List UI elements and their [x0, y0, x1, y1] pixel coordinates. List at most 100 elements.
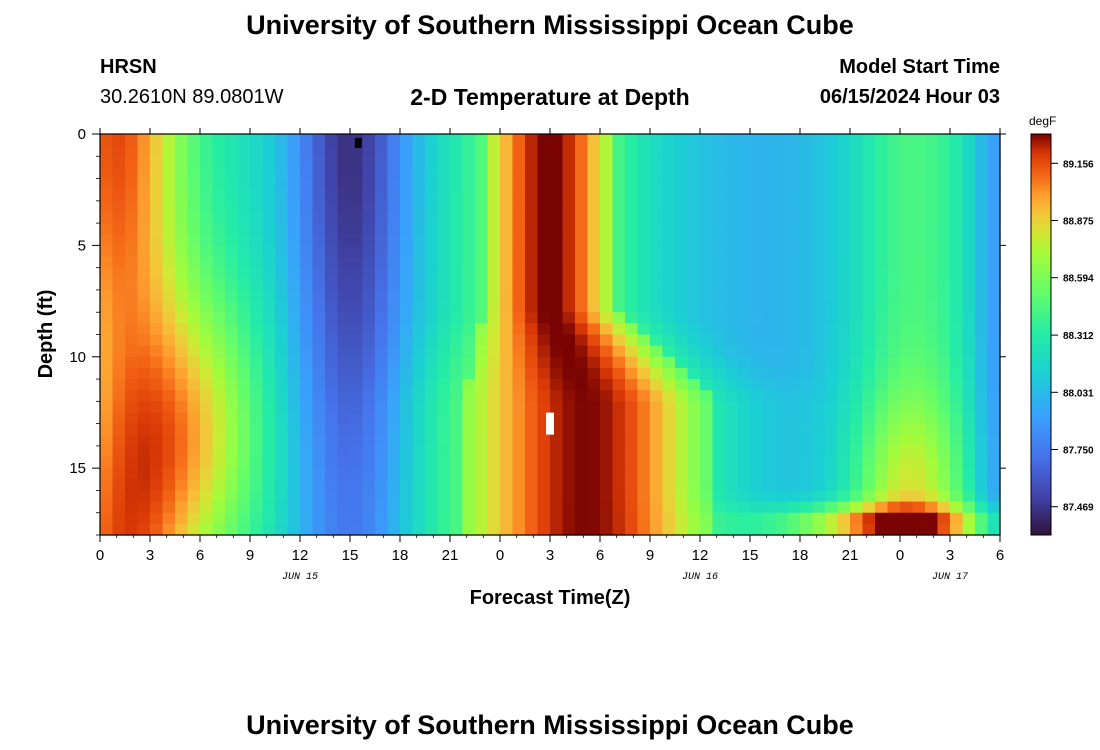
heatmap-cell [287, 390, 301, 402]
heatmap-cell [875, 501, 889, 514]
heatmap-cell [700, 412, 714, 425]
heatmap-cell [825, 200, 839, 213]
heatmap-cell [637, 468, 651, 480]
heatmap-cell [625, 267, 639, 280]
heatmap-cell [100, 345, 114, 358]
heatmap-cell [625, 367, 639, 380]
heatmap-cell [912, 289, 926, 302]
heatmap-cell [425, 501, 439, 514]
heatmap-cell [237, 278, 251, 291]
heatmap-cell [150, 423, 164, 436]
heatmap-cell [112, 390, 126, 402]
heatmap-cell [162, 490, 176, 503]
heatmap-cell [787, 523, 801, 536]
heatmap-cell [787, 490, 801, 503]
heatmap-cell [425, 390, 439, 402]
heatmap-cell [262, 312, 276, 324]
heatmap-cell [562, 345, 576, 358]
heatmap-cell [612, 278, 626, 291]
heatmap-cell [212, 245, 226, 258]
heatmap-cell [850, 134, 864, 146]
heatmap-cell [175, 490, 189, 503]
heatmap-cell [450, 468, 464, 480]
heatmap-cell [950, 334, 964, 347]
heatmap-cell [812, 289, 826, 302]
heatmap-cell [787, 512, 801, 525]
heatmap-cell [137, 323, 151, 336]
heatmap-cell [712, 234, 726, 246]
heatmap-cell [125, 379, 139, 391]
heatmap-cell [312, 490, 326, 503]
heatmap-cell [475, 312, 489, 324]
heatmap-cell [612, 134, 626, 146]
heatmap-cell [150, 256, 164, 269]
heatmap-cell [650, 457, 664, 469]
heatmap-cell [800, 523, 814, 536]
heatmap-cell [375, 457, 389, 469]
heatmap-cell [812, 134, 826, 146]
heatmap-cell [850, 256, 864, 269]
heatmap-cell [775, 379, 789, 391]
heatmap-cell [950, 223, 964, 235]
heatmap-cell [900, 423, 914, 436]
heatmap-cell [900, 490, 914, 503]
heatmap-cell [912, 390, 926, 402]
heatmap-cell [275, 256, 289, 269]
heatmap-cell [587, 367, 601, 380]
heatmap-cell [212, 345, 226, 358]
heatmap-cell [412, 156, 426, 169]
heatmap-cell [475, 423, 489, 436]
heatmap-cell [150, 412, 164, 425]
heatmap-cell [137, 423, 151, 436]
heatmap-cell [912, 189, 926, 202]
heatmap-cell [487, 267, 501, 280]
heatmap-cell [687, 468, 701, 480]
heatmap-cell [350, 523, 364, 536]
heatmap-cell [987, 367, 1001, 380]
heatmap-cell [862, 145, 876, 157]
heatmap-cell [375, 367, 389, 380]
heatmap-cell [525, 434, 539, 447]
heatmap-cell [137, 457, 151, 469]
heatmap-cell [537, 345, 551, 358]
heatmap-cell [425, 356, 439, 369]
heatmap-cell [637, 289, 651, 302]
heatmap-cell [775, 156, 789, 169]
heatmap-cell [675, 457, 689, 469]
heatmap-cell [812, 189, 826, 202]
heatmap-cell [550, 434, 564, 447]
heatmap-cell [712, 468, 726, 480]
heatmap-cell [425, 367, 439, 380]
heatmap-cell [487, 445, 501, 458]
heatmap-cell [700, 156, 714, 169]
heatmap-cell [512, 367, 526, 380]
heatmap-cell [887, 434, 901, 447]
heatmap-cell [825, 234, 839, 246]
heatmap-cell [762, 423, 776, 436]
heatmap-cell [650, 390, 664, 402]
heatmap-cell [875, 468, 889, 480]
heatmap-cell [387, 167, 401, 180]
heatmap-cell [187, 445, 201, 458]
heatmap-cell [712, 423, 726, 436]
heatmap-cell [562, 423, 576, 436]
heatmap-cell [225, 167, 239, 180]
heatmap-cell [912, 367, 926, 380]
heatmap-cell [325, 490, 339, 503]
heatmap-cell [237, 134, 251, 146]
heatmap-cell [150, 178, 164, 191]
heatmap-cell [162, 245, 176, 258]
heatmap-cell [962, 479, 976, 492]
heatmap-cell [362, 367, 376, 380]
heatmap-cell [250, 223, 264, 235]
heatmap-cell [137, 367, 151, 380]
heatmap-cell [800, 211, 814, 224]
heatmap-cell [950, 479, 964, 492]
heatmap-cell [725, 267, 739, 280]
heatmap-cell [575, 523, 589, 536]
heatmap-cell [375, 245, 389, 258]
heatmap-cell [812, 323, 826, 336]
heatmap-cell [337, 234, 351, 246]
heatmap-cell [887, 512, 901, 525]
